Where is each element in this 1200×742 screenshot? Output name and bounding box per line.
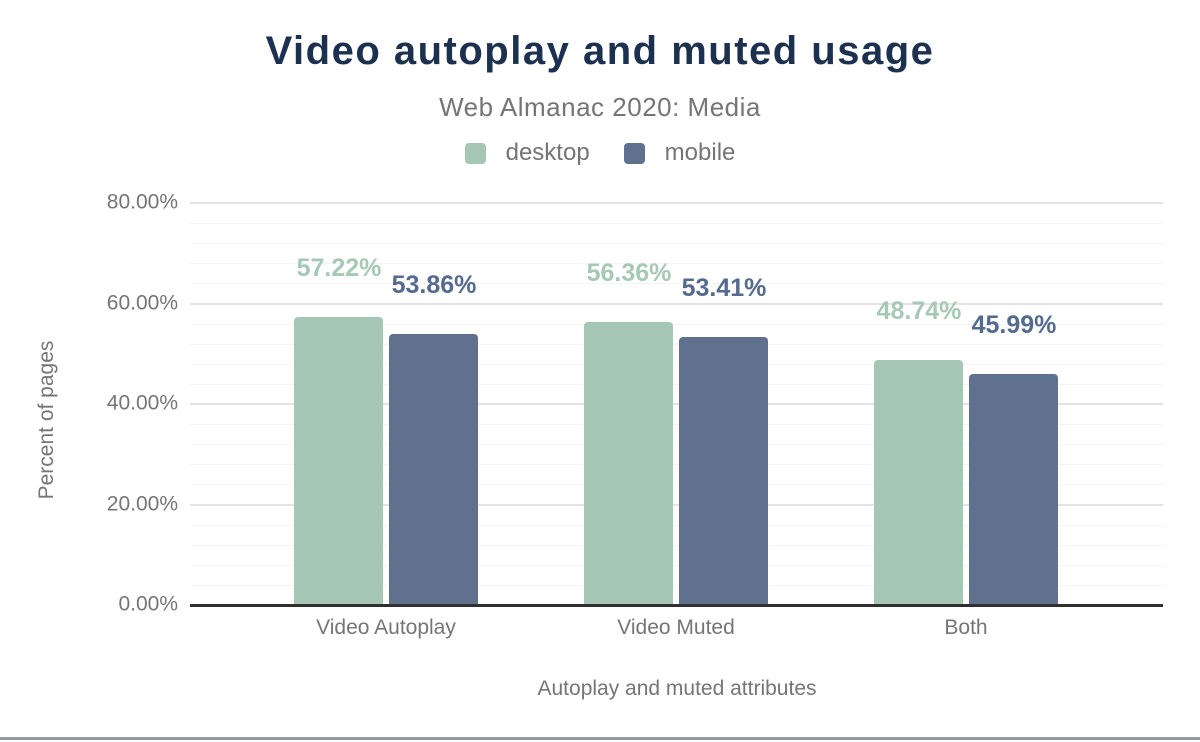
- gridline-minor: [190, 283, 1163, 284]
- bottom-rule: [0, 737, 1200, 740]
- y-tick-label: 0.00%: [118, 592, 178, 616]
- legend-swatch-desktop: [464, 142, 486, 164]
- gridline-minor: [190, 384, 1163, 385]
- gridline-minor: [190, 324, 1163, 325]
- legend-item-desktop: desktop: [464, 139, 590, 167]
- category-label-both: Both: [944, 616, 988, 639]
- gridline-minor: [190, 585, 1163, 586]
- data-label-desktop-video-autoplay: 57.22%: [296, 254, 382, 282]
- gridline-minor: [190, 545, 1163, 546]
- y-tick-label: 60.00%: [106, 291, 178, 315]
- gridline-minor: [190, 565, 1163, 566]
- data-label-desktop-video-muted: 56.36%: [586, 259, 672, 287]
- gridline-minor: [190, 525, 1163, 526]
- gridline-minor: [190, 243, 1163, 244]
- bar-desktop-video-muted: [584, 322, 673, 605]
- gridline-minor: [190, 484, 1163, 485]
- gridline-minor: [190, 344, 1163, 345]
- x-axis-line: [190, 604, 1163, 607]
- gridline-major: [190, 504, 1163, 506]
- chart-title: Video autoplay and muted usage: [265, 29, 935, 73]
- gridline-minor: [190, 223, 1163, 224]
- gridline-minor: [190, 464, 1163, 465]
- legend-swatch-mobile: [623, 142, 645, 164]
- bar-mobile-video-muted: [679, 337, 768, 605]
- data-label-mobile-video-muted: 53.41%: [681, 274, 767, 302]
- bar-desktop-both: [874, 360, 963, 605]
- gridline-minor: [190, 364, 1163, 365]
- y-tick-label: 80.00%: [106, 190, 178, 214]
- legend-label-mobile: mobile: [664, 139, 736, 166]
- gridline-minor: [190, 444, 1163, 445]
- x-axis-title: Autoplay and muted attributes: [537, 677, 817, 700]
- y-tick-label: 40.00%: [106, 391, 178, 415]
- legend-label-desktop: desktop: [505, 139, 590, 166]
- bar-mobile-video-autoplay: [389, 334, 478, 605]
- bar-desktop-video-autoplay: [294, 317, 383, 605]
- gridline-minor: [190, 263, 1163, 264]
- category-label-video-autoplay: Video Autoplay: [316, 616, 456, 639]
- legend-item-mobile: mobile: [623, 139, 736, 167]
- gridline-major: [190, 403, 1163, 405]
- category-label-video-muted: Video Muted: [617, 616, 735, 639]
- gridline-minor: [190, 424, 1163, 425]
- gridline-major: [190, 303, 1163, 305]
- data-label-desktop-both: 48.74%: [876, 297, 962, 325]
- chart-subtitle: Web Almanac 2020: Media: [439, 92, 761, 122]
- y-tick-label: 20.00%: [106, 492, 178, 516]
- y-axis-title: Percent of pages: [35, 340, 58, 500]
- chart-legend: desktop mobile: [0, 139, 1200, 167]
- data-label-mobile-both: 45.99%: [971, 311, 1057, 339]
- gridline-major: [190, 202, 1163, 204]
- bar-mobile-both: [969, 374, 1058, 605]
- data-label-mobile-video-autoplay: 53.86%: [391, 271, 477, 299]
